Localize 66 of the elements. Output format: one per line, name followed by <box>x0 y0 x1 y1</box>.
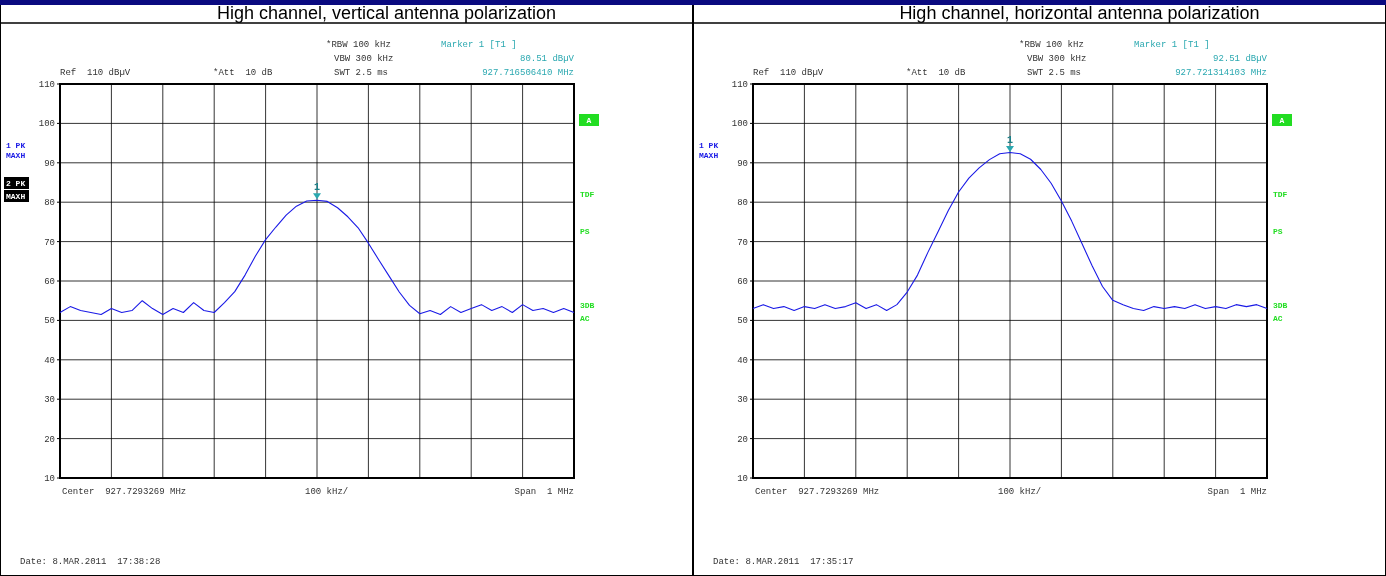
y-tick-label: 40 <box>44 355 55 366</box>
y-tick-label: 60 <box>737 277 748 287</box>
y-tick-label: 10 <box>44 474 55 484</box>
text: Center 927.7293269 MHz <box>62 487 187 497</box>
y-tick-label: 100 <box>731 119 748 130</box>
y-tick-label: 60 <box>44 277 55 287</box>
y-tick-label: 20 <box>44 434 55 445</box>
text: *RBW 100 kHz <box>1019 40 1084 50</box>
y-tick-label: 10 <box>737 474 748 484</box>
text: Ref 110 dBµV <box>753 68 824 78</box>
text: SWT 2.5 ms <box>334 68 389 78</box>
text: 927.716506410 MHz <box>482 68 574 78</box>
text: VBW 300 kHz <box>1027 54 1087 64</box>
y-tick-label: 80 <box>737 198 748 209</box>
y-tick-label: 20 <box>737 434 748 445</box>
annotation: 1 <box>1006 134 1014 146</box>
chart-title: High channel, horizontal antenna polarization <box>899 3 1260 23</box>
text: AC <box>1273 314 1283 323</box>
text: Ref 110 dBµV <box>60 68 131 78</box>
text: Span 1 MHz <box>1207 487 1267 497</box>
y-tick-label: 110 <box>38 80 55 90</box>
text: 927.721314103 MHz <box>1175 68 1267 78</box>
text: A <box>586 116 592 125</box>
text: 100 kHz/ <box>998 487 1042 497</box>
text: Marker 1 [T1 ] <box>441 40 517 50</box>
text: Center 927.7293269 MHz <box>755 487 880 497</box>
text: *Att 10 dB <box>906 68 967 78</box>
chart-title: High channel, vertical antenna polarization <box>216 3 557 23</box>
y-tick-label: 70 <box>737 237 748 248</box>
text: 2 PK <box>6 179 26 188</box>
text: Span 1 MHz <box>514 487 574 497</box>
y-tick-label: 90 <box>737 158 748 169</box>
text: *RBW 100 kHz <box>326 40 391 50</box>
y-tick-label: 30 <box>44 395 55 406</box>
text: AC <box>580 314 590 323</box>
text: Date: 8.MAR.2011 17:35:17 <box>713 557 854 567</box>
y-tick-label: 90 <box>44 158 55 169</box>
text: 3DB <box>1273 301 1288 310</box>
text: 80.51 dBµV <box>519 54 575 64</box>
text: *Att 10 dB <box>213 68 274 78</box>
y-tick-label: 70 <box>44 237 55 248</box>
text: TDF <box>1273 190 1288 199</box>
y-tick-label: 80 <box>44 198 55 209</box>
text: A <box>1279 116 1285 125</box>
y-tick-label: 40 <box>737 355 748 366</box>
text: 100 kHz/ <box>305 487 349 497</box>
text: 3DB <box>580 301 595 310</box>
text: 1 PK <box>6 141 26 150</box>
text: TDF <box>580 190 595 199</box>
text: 92.51 dBµV <box>1212 54 1268 64</box>
text: 1 PK <box>699 141 719 150</box>
text: SWT 2.5 ms <box>1027 68 1082 78</box>
text: Marker 1 [T1 ] <box>1134 40 1210 50</box>
text: MAXH <box>6 151 26 160</box>
y-tick-label: 110 <box>731 80 748 90</box>
text: Date: 8.MAR.2011 17:38:28 <box>20 557 161 567</box>
text: MAXH <box>699 151 719 160</box>
y-tick-label: 50 <box>44 316 55 327</box>
y-tick-label: 100 <box>38 119 55 130</box>
text: VBW 300 kHz <box>334 54 394 64</box>
text: PS <box>1273 227 1283 236</box>
text: MAXH <box>6 192 26 201</box>
text: PS <box>580 227 590 236</box>
y-tick-label: 30 <box>737 395 748 406</box>
annotation: 1 <box>313 182 321 194</box>
y-tick-label: 50 <box>737 316 748 327</box>
